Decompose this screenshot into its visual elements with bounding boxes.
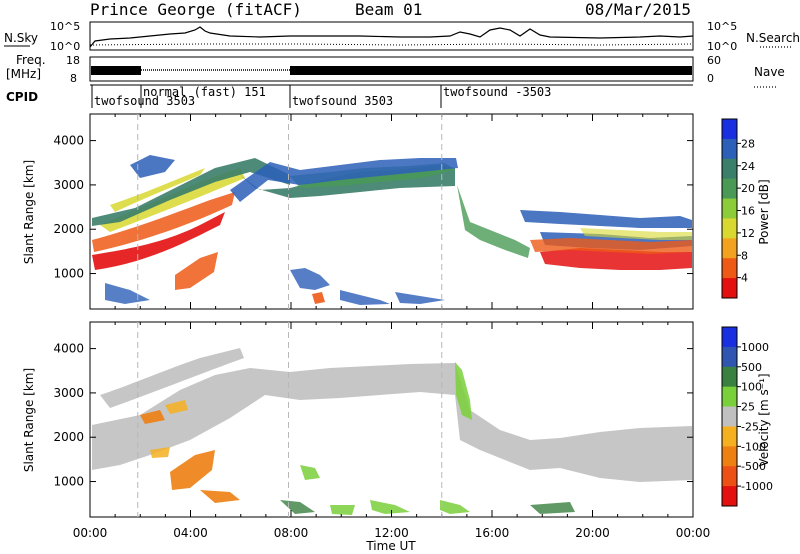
power-y-ticks: 1000 2000 3000 4000 xyxy=(53,134,693,281)
power-colorbar-swatch xyxy=(722,258,737,279)
station-title: Prince George (fitACF) xyxy=(90,0,302,19)
velocity-panel: 1000 2000 3000 4000 Slant Range [km] 1000 50… xyxy=(22,321,773,518)
noise-panel: N.Sky N.Search 10^5 10^0 10^5 10^0 xyxy=(4,20,800,53)
power-colorbar-tick-label: 8 xyxy=(741,249,748,262)
beam-title: Beam 01 xyxy=(355,0,422,19)
velocity-y-tick-label: 1000 xyxy=(53,475,84,489)
velocity-colorbar-ticks: 1000 500 100 25 -25 -100 -500 -1000 xyxy=(737,341,773,493)
velocity-colorbar-tick-label: 25 xyxy=(741,401,755,414)
velocity-colorbar-swatch xyxy=(722,386,737,408)
freq-block-1 xyxy=(91,66,141,75)
power-colorbar-swatch xyxy=(722,158,737,180)
velocity-y-tick-label: 3000 xyxy=(53,386,84,400)
nave-tick-top: 60 xyxy=(707,54,721,67)
x-tick-labels: 00:00 04:00 08:00 12:00 16:00 20:00 00:00 xyxy=(73,526,711,540)
power-colorbar-swatch xyxy=(722,178,737,200)
velocity-heatmap xyxy=(92,348,692,515)
velocity-colorbar-swatch xyxy=(722,446,737,467)
power-y-tick-label: 3000 xyxy=(53,178,84,192)
velocity-colorbar-tick-label: -100 xyxy=(741,440,766,453)
x-tick-label: 20:00 xyxy=(575,526,610,540)
x-tick-label: 16:00 xyxy=(475,526,510,540)
mode-change-lines xyxy=(137,114,443,517)
power-panel: 1000 2000 3000 4000 Slant Range [km] 28 24 20… xyxy=(22,113,771,310)
power-colorbar-tick-label: 12 xyxy=(741,227,755,240)
nave-tick-bottom: 0 xyxy=(707,72,714,85)
cpid-segment-3: twofsound 3503 xyxy=(292,94,393,108)
nsearch-label: N.Search xyxy=(746,31,800,45)
power-colorbar-swatch xyxy=(722,198,737,219)
power-colorbar-swatch xyxy=(722,138,737,160)
velocity-y-tick-label: 4000 xyxy=(53,342,84,356)
power-y-tick-label: 2000 xyxy=(53,222,84,236)
velocity-colorbar-swatch xyxy=(722,466,737,487)
power-y-tick-label: 4000 xyxy=(53,134,84,148)
power-colorbar-swatch xyxy=(722,278,737,299)
x-tick-label: 00:00 xyxy=(73,526,108,540)
x-tick-label: 12:00 xyxy=(374,526,409,540)
velocity-colorbar-swatch xyxy=(722,327,737,348)
velocity-y-tick-label: 2000 xyxy=(53,430,84,444)
x-tick-label: 00:00 xyxy=(676,526,711,540)
power-colorbar-swatch xyxy=(722,238,737,259)
power-y-title: Slant Range [km] xyxy=(22,160,36,264)
velocity-colorbar-tick-label: -1000 xyxy=(741,480,773,493)
power-y-tick-label: 1000 xyxy=(53,267,84,281)
noise-search-trace xyxy=(89,43,694,46)
velocity-colorbar-swatch xyxy=(722,366,737,388)
velocity-colorbar-swatch xyxy=(722,406,737,427)
freq-block-2 xyxy=(290,66,692,75)
x-tick-label: 08:00 xyxy=(274,526,309,540)
power-colorbar-swatch xyxy=(722,119,737,140)
velocity-colorbar-swatch xyxy=(722,346,737,368)
velocity-colorbar-tick-label: 100 xyxy=(741,381,762,394)
velocity-colorbar-swatch xyxy=(722,486,737,507)
velocity-colorbar-tick-label: 1000 xyxy=(741,341,769,354)
power-colorbar-frame xyxy=(721,118,738,299)
noise-tick-right-bottom: 10^0 xyxy=(707,40,737,53)
x-axis-title: Time UT xyxy=(365,539,416,553)
power-colorbar-tick-label: 24 xyxy=(741,160,755,173)
velocity-colorbar-frame xyxy=(721,326,738,507)
nsky-label: N.Sky xyxy=(4,31,38,45)
power-heatmap xyxy=(92,155,692,305)
power-colorbar-tick-label: 20 xyxy=(741,182,755,195)
power-colorbar-ticks: 28 24 20 16 12 8 4 xyxy=(737,137,755,285)
velocity-colorbar-title: Velocity [m s⁻¹] xyxy=(757,373,771,466)
power-x-ticks xyxy=(89,114,694,309)
power-colorbar-swatch xyxy=(722,218,737,239)
nave-label: Nave xyxy=(754,65,785,79)
freq-tick-bottom: 8 xyxy=(70,72,77,85)
power-colorbar-tick-label: 28 xyxy=(741,137,755,150)
power-colorbar-title: Power [dB] xyxy=(757,179,771,244)
freq-panel: Freq. [MHz] 18 8 60 0 Nave xyxy=(6,53,785,88)
noise-tick-right-top: 10^5 xyxy=(707,20,737,33)
velocity-colorbar xyxy=(721,326,738,507)
date-title: 08/Mar/2015 xyxy=(585,0,691,19)
noise-sky-trace xyxy=(89,26,694,48)
freq-tick-top: 18 xyxy=(66,54,80,67)
noise-tick-left-bottom: 10^0 xyxy=(50,40,80,53)
power-colorbar-tick-label: 16 xyxy=(741,205,755,218)
power-colorbar xyxy=(721,118,738,299)
x-tick-label: 04:00 xyxy=(173,526,208,540)
velocity-x-ticks xyxy=(89,322,694,517)
velocity-y-title: Slant Range [km] xyxy=(22,368,36,472)
power-colorbar-tick-label: 4 xyxy=(741,272,748,285)
cpid-label: CPID xyxy=(6,90,38,104)
freq-label-2: [MHz] xyxy=(6,67,41,81)
velocity-y-ticks: 1000 2000 3000 4000 xyxy=(53,342,693,489)
noise-tick-left-top: 10^5 xyxy=(50,20,80,33)
cpid-segment-2: normal (fast) 151 xyxy=(143,85,266,99)
cpid-segment-1: twofsound 3503 xyxy=(94,94,195,108)
velocity-colorbar-swatch xyxy=(722,426,737,447)
cpid-segment-4: twofsound -3503 xyxy=(443,85,551,99)
freq-label-1: Freq. xyxy=(16,53,46,67)
velocity-colorbar-tick-label: -25 xyxy=(741,420,759,433)
velocity-colorbar-tick-label: 500 xyxy=(741,361,762,374)
cpid-panel: CPID twofsound 3503 normal (fast) 151 tw… xyxy=(6,84,693,108)
velocity-colorbar-tick-label: -500 xyxy=(741,460,766,473)
